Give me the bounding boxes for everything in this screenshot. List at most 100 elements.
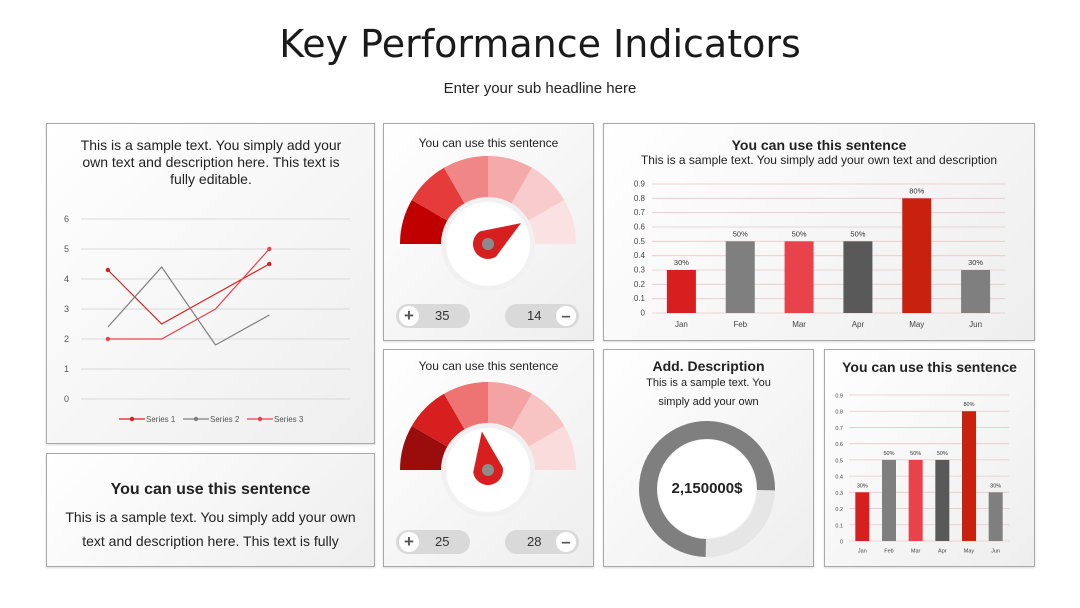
y-tick-label: 0	[64, 394, 69, 404]
bar-jun	[988, 492, 1003, 541]
gauge-needle-pivot	[482, 464, 494, 476]
gauge-2-minus-value: 28	[527, 534, 542, 549]
y-tick-label: 0.6	[634, 223, 646, 232]
y-tick-label: 0.2	[835, 507, 843, 513]
donut-body-line2: simply add your own	[658, 396, 759, 408]
gauge-segment-3	[444, 156, 488, 206]
data-label: 30%	[990, 483, 1001, 489]
bar-feb	[882, 459, 896, 541]
bar-jun	[961, 270, 991, 313]
gauge-1-minus-control[interactable]: 14 –	[505, 304, 579, 328]
data-label: 50%	[910, 451, 921, 457]
bar-chart-small: 0 0.1 0.2 0.3 0.4 0.5 0.6 0.7 0.8 0.9 30% Jan 50% Feb…	[835, 394, 1009, 555]
y-tick-label: 0.2	[634, 280, 646, 289]
gauge-segment-4	[488, 382, 532, 432]
legend-marker	[129, 416, 135, 422]
plus-icon[interactable]: +	[399, 306, 419, 326]
x-tick-label: Jun	[991, 549, 1000, 555]
y-tick-label: 0.7	[835, 426, 843, 432]
line-chart-panel: This is a sample text. You simply add yo…	[46, 123, 375, 444]
donut-body-line1: This is a sample text. You	[646, 377, 771, 389]
x-tick-label: Apr	[852, 320, 865, 329]
y-tick-label: 0.8	[634, 194, 646, 203]
x-tick-label: Jun	[969, 320, 982, 329]
legend-marker	[193, 416, 199, 422]
legend-label: Series 3	[274, 415, 304, 424]
y-tick-label: 0.5	[835, 458, 843, 464]
y-tick-label: 0.9	[835, 394, 843, 400]
page-title: Key Performance Indicators	[279, 22, 801, 66]
data-label: 50%	[883, 451, 894, 457]
series-point	[267, 261, 272, 267]
bar-may	[902, 198, 932, 313]
bar-may	[962, 411, 976, 541]
legend-label: Series 1	[146, 415, 176, 424]
y-tick-label: 3	[64, 304, 69, 314]
minus-icon[interactable]: –	[556, 532, 576, 552]
data-label: 80%	[909, 186, 924, 195]
x-tick-label: May	[909, 320, 924, 329]
x-tick-label: Jan	[675, 320, 688, 329]
donut-center	[658, 440, 756, 538]
bar-mar	[908, 459, 923, 541]
gauge-1-heading: You can use this sentence	[418, 136, 559, 150]
bar-apr	[843, 241, 873, 313]
gauge-segment-6	[526, 200, 576, 244]
gauge-segment-2	[411, 393, 466, 448]
gauge-segment-5	[510, 167, 565, 222]
y-tick-label: 0.6	[835, 442, 843, 448]
line-chart: 0 1 2 3 4 5 6 Series 1 Series 2 Series 3	[64, 214, 350, 424]
x-tick-label: May	[964, 549, 975, 555]
gauge-segment-2	[411, 167, 466, 222]
donut-heading: Add. Description	[652, 358, 765, 374]
legend-marker	[257, 416, 263, 422]
gauge-segment-1	[400, 200, 450, 244]
bar-apr	[935, 459, 950, 541]
gauge-2-minus-control[interactable]: 28 –	[505, 530, 579, 554]
gauge-1-plus-value: 35	[435, 308, 450, 323]
y-tick-label: 0.1	[835, 523, 843, 529]
gauge-2-plus-value: 25	[435, 534, 450, 549]
data-label: 80%	[963, 402, 974, 408]
gauge-panel-1: You can use this sentence + 35 14 –	[383, 123, 594, 341]
data-label: 50%	[733, 229, 748, 238]
gauge-needle-pivot	[482, 238, 494, 250]
series-line-2	[107, 266, 270, 346]
gauge-segment-3	[444, 382, 488, 432]
y-tick-label: 0.3	[835, 491, 843, 497]
bar-jan	[855, 492, 870, 541]
x-tick-label: Mar	[911, 549, 921, 555]
y-tick-label: 0.1	[634, 294, 646, 303]
y-tick-label: 0.4	[835, 475, 843, 481]
bar-feb	[725, 241, 755, 313]
gauge-needle	[473, 431, 503, 485]
bar-chart-large: 0 0.1 0.2 0.3 0.4 0.5 0.6 0.7 0.8 0.9 30% Jan 50% Feb…	[634, 180, 1005, 329]
text-panel-body-line1: This is a sample text. You simply add yo…	[65, 509, 356, 525]
gauge-1-minus-value: 14	[527, 308, 542, 323]
minus-icon[interactable]: –	[556, 306, 576, 326]
data-label: 50%	[792, 229, 807, 238]
bar-small-heading: You can use this sentence	[842, 359, 1017, 375]
x-tick-label: Jan	[858, 549, 867, 555]
y-tick-label: 0.5	[634, 237, 646, 246]
y-tick-label: 1	[64, 364, 69, 374]
legend-label: Series 2	[210, 415, 240, 424]
bar-chart-panel-large: You can use this sentence This is a samp…	[603, 123, 1035, 341]
gauge-2-plus-control[interactable]: + 25	[396, 530, 470, 554]
data-label: 30%	[674, 258, 689, 267]
y-tick-label: 0.9	[634, 180, 646, 189]
y-tick-label: 0.3	[634, 266, 646, 275]
gauge-1-plus-control[interactable]: + 35	[396, 304, 470, 328]
y-tick-label: 4	[64, 274, 69, 284]
bar-large-subheading: This is a sample text. You simply add yo…	[640, 153, 998, 167]
text-panel-body-line2: text and description here. This text is …	[82, 533, 339, 549]
series-line-1	[107, 263, 270, 325]
gauge-needle	[472, 223, 521, 260]
y-tick-label: 0.4	[634, 251, 646, 260]
plus-icon[interactable]: +	[399, 532, 419, 552]
series-line-3	[107, 248, 270, 340]
y-tick-label: 2	[64, 334, 69, 344]
bar-mar	[784, 241, 814, 313]
y-tick-label: 5	[64, 244, 69, 254]
y-tick-label: 0.8	[835, 410, 843, 416]
